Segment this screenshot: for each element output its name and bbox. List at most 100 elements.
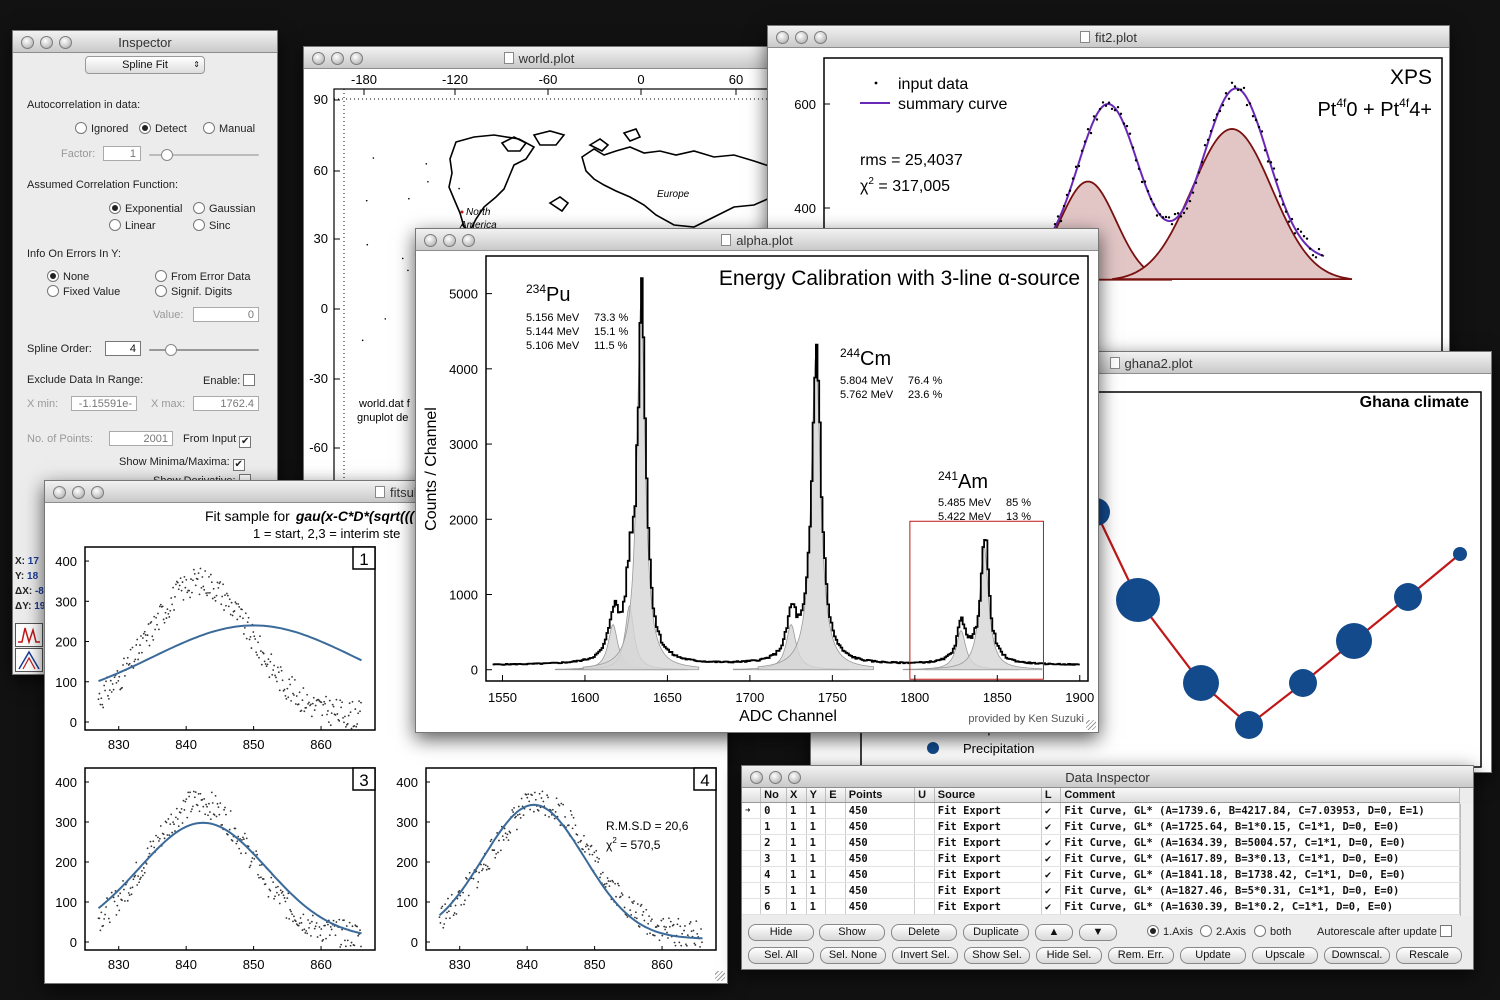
enable-checkbox[interactable] — [243, 374, 256, 386]
data-inspector-titlebar[interactable]: Data Inspector — [742, 766, 1473, 788]
factor-field[interactable]: 1 — [103, 146, 141, 161]
world-titlebar[interactable]: world.plot — [304, 47, 774, 69]
close-button[interactable] — [21, 36, 34, 49]
zoom-button[interactable] — [91, 486, 104, 499]
radio-exponential[interactable]: Exponential — [109, 202, 183, 215]
button-1[interactable]: Show — [819, 924, 885, 941]
radio-gaussian[interactable]: Gaussian — [193, 202, 255, 215]
alpha-titlebar[interactable]: alpha.plot — [416, 229, 1098, 251]
column-header[interactable]: U — [914, 788, 935, 803]
radio-none[interactable]: None — [47, 270, 89, 283]
inspector-titlebar[interactable]: Inspector — [13, 31, 277, 53]
tool-fit-icon[interactable] — [15, 623, 43, 647]
minimize-button[interactable] — [331, 52, 344, 65]
button-row2-1[interactable]: Sel. None — [820, 947, 886, 964]
button-row2-9[interactable]: Rescale — [1396, 947, 1462, 964]
zoom-button[interactable] — [814, 31, 827, 44]
button-2[interactable]: Delete — [891, 924, 957, 941]
zoom-button[interactable] — [788, 771, 801, 784]
data-point — [127, 892, 130, 894]
radio-linear[interactable]: Linear — [109, 219, 156, 232]
points-field[interactable]: 2001 — [109, 431, 173, 446]
radio-fixed-value[interactable]: Fixed Value — [47, 285, 120, 298]
table-row[interactable]: 5 1 1 450 Fit Export ✔ Fit Curve, GL* (A=1827.… — [742, 882, 1460, 899]
tool-peak-icon[interactable] — [15, 648, 43, 672]
spline-order-slider[interactable] — [149, 344, 259, 356]
table-row[interactable]: 1 1 1 450 Fit Export ✔ Fit Curve, GL* (A=1725.… — [742, 818, 1460, 835]
minimize-button[interactable] — [795, 31, 808, 44]
corrfunc-label: Assumed Correlation Function: — [27, 179, 179, 191]
data-point — [350, 941, 353, 944]
button-row2-4[interactable]: Hide Sel. — [1036, 947, 1102, 964]
minimize-button[interactable] — [72, 486, 85, 499]
column-header[interactable]: E — [825, 788, 846, 803]
column-header[interactable]: Points — [845, 788, 916, 803]
radio-axis-both[interactable]: both — [1254, 925, 1291, 938]
xmax-field[interactable]: 1762.4 — [193, 396, 259, 411]
minimize-button[interactable] — [40, 36, 53, 49]
button-row2-0[interactable]: Sel. All — [748, 947, 814, 964]
radio-axis-1[interactable]: 1.Axis — [1147, 925, 1193, 938]
table-cell: ✔ — [1041, 898, 1062, 915]
button-3[interactable]: Duplicate — [963, 924, 1029, 941]
column-header[interactable]: Source — [934, 788, 1042, 803]
close-button[interactable] — [424, 234, 437, 247]
data-point — [1116, 578, 1160, 622]
xmin-field[interactable]: -1.15591e- — [71, 396, 137, 411]
data-point — [332, 919, 335, 922]
data-point — [107, 917, 110, 920]
data-point — [118, 909, 121, 912]
radio-manual[interactable]: Manual — [203, 122, 255, 135]
button-row2-8[interactable]: Downscal. — [1324, 947, 1390, 964]
column-header[interactable]: Y — [806, 788, 827, 803]
resize-grip[interactable] — [715, 971, 725, 981]
zoom-button[interactable] — [59, 36, 72, 49]
button-5[interactable]: ▼ — [1079, 924, 1117, 941]
data-point — [218, 582, 221, 585]
minimize-button[interactable] — [443, 234, 456, 247]
radio-detect[interactable]: Detect — [139, 122, 187, 135]
minimize-button[interactable] — [769, 771, 782, 784]
table-row[interactable]: ➜ 0 1 1 450 Fit Export ✔ Fit Curve, GL* (A=1739… — [742, 802, 1460, 819]
autoscale-checkbox[interactable] — [1439, 925, 1452, 937]
table-row[interactable]: 3 1 1 450 Fit Export ✔ Fit Curve, GL* (A=1617.… — [742, 850, 1460, 867]
data-point — [132, 878, 135, 881]
table-row[interactable]: 6 1 1 450 Fit Export ✔ Fit Curve, GL* (A=1630.… — [742, 898, 1460, 915]
data-point — [340, 706, 343, 709]
legend-dot-icon — [874, 81, 878, 85]
table-scrollbar[interactable] — [1460, 804, 1473, 916]
close-button[interactable] — [312, 52, 325, 65]
value-field[interactable]: 0 — [193, 307, 259, 322]
button-row2-5[interactable]: Rem. Err. — [1108, 947, 1174, 964]
close-button[interactable] — [750, 771, 763, 784]
button-row2-6[interactable]: Update — [1180, 947, 1246, 964]
data-point — [454, 904, 457, 907]
radio-ignored[interactable]: Ignored — [75, 122, 128, 135]
column-header[interactable]: Comment — [1060, 788, 1460, 803]
radio-signif-digits[interactable]: Signif. Digits — [155, 285, 232, 298]
table-row[interactable]: 2 1 1 450 Fit Export ✔ Fit Curve, GL* (A=1634.… — [742, 834, 1460, 851]
zoom-button[interactable] — [350, 52, 363, 65]
radio-from-error-data[interactable]: From Error Data — [155, 270, 250, 283]
radio-axis-2[interactable]: 2.Axis — [1200, 925, 1246, 938]
column-header[interactable]: L — [1041, 788, 1062, 803]
button-row2-7[interactable]: Upscale — [1252, 947, 1318, 964]
factor-slider[interactable] — [149, 149, 259, 161]
button-row2-2[interactable]: Invert Sel. — [892, 947, 958, 964]
resize-grip[interactable] — [1086, 720, 1096, 730]
fit2-titlebar[interactable]: fit2.plot — [768, 26, 1449, 48]
column-header[interactable]: X — [786, 788, 807, 803]
column-header[interactable]: No — [760, 788, 788, 803]
from-input-checkbox[interactable]: ✔ — [239, 436, 252, 448]
spline-order-field[interactable]: 4 — [105, 341, 141, 356]
close-button[interactable] — [53, 486, 66, 499]
button-row2-3[interactable]: Show Sel. — [964, 947, 1030, 964]
show-minmax-checkbox[interactable]: ✔ — [232, 459, 245, 471]
radio-sinc[interactable]: Sinc — [193, 219, 230, 232]
table-row[interactable]: 4 1 1 450 Fit Export ✔ Fit Curve, GL* (A=1841.… — [742, 866, 1460, 883]
zoom-button[interactable] — [462, 234, 475, 247]
button-0[interactable]: Hide — [748, 924, 814, 941]
button-4[interactable]: ▲ — [1035, 924, 1073, 941]
fit-mode-select[interactable]: Spline Fit ⇕ — [85, 56, 205, 74]
close-button[interactable] — [776, 31, 789, 44]
